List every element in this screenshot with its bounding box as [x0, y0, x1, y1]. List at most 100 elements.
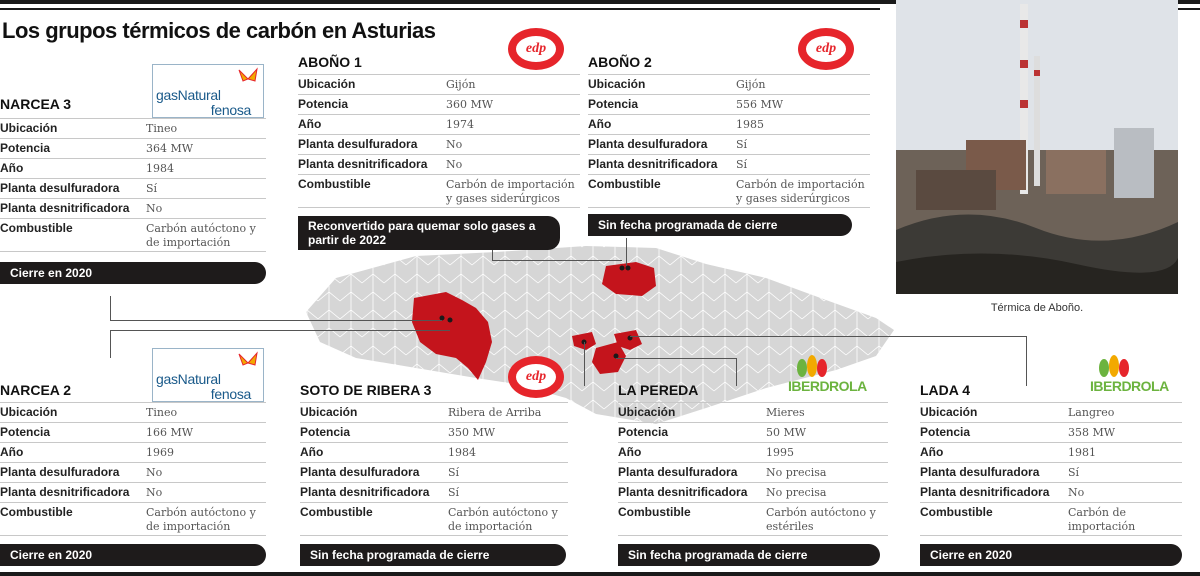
row-value: 1984 — [146, 162, 174, 175]
iberdrola-logo: IBERDROLA — [788, 354, 884, 394]
row-value: Carbón autóctono y estériles — [766, 506, 876, 533]
row-value: Carbón de importación y gases siderúrgic… — [736, 178, 865, 205]
row-value: 556 MW — [736, 98, 784, 111]
connector-pereda-v — [736, 358, 737, 386]
table-row: Planta desulfuradora No precisa — [618, 463, 888, 483]
row-label: Planta desnitrificadora — [298, 157, 428, 171]
row-label: Potencia — [298, 97, 349, 111]
row-label: Ubicación — [0, 405, 58, 419]
row-label: Potencia — [618, 425, 669, 439]
row-value: Sí — [448, 486, 460, 499]
table-row: Planta desulfuradora Sí — [300, 463, 568, 483]
table-row: Combustible Carbón de importación — [920, 503, 1182, 536]
status-bar: Sin fecha programada de cierre — [588, 214, 852, 236]
row-label: Potencia — [0, 425, 51, 439]
bottom-rule — [0, 572, 1200, 576]
connector-abono1 — [492, 248, 493, 260]
row-label: Año — [298, 117, 322, 131]
plant-table: Ubicación Tineo Potencia 364 MW Año 1984 Pl… — [0, 118, 266, 252]
row-value: Carbón autóctono y de importación — [146, 222, 256, 249]
table-row: Planta desulfuradora No — [0, 463, 266, 483]
plant-table: Ubicación Langreo Potencia 358 MW Año 1981 … — [920, 402, 1182, 536]
plant-card-pereda: IBERDROLA LA PEREDA Ubicación Mieres Pote… — [618, 354, 888, 570]
connector-pereda — [616, 358, 736, 359]
row-value: 358 MW — [1068, 426, 1116, 439]
edp-logo: edp — [508, 356, 564, 398]
connector-abono2 — [626, 238, 627, 266]
plant-table: Ubicación Mieres Potencia 50 MW Año 1995 Pl… — [618, 402, 888, 536]
table-row: Ubicación Langreo — [920, 402, 1182, 423]
table-row: Planta desnitrificadora Sí — [300, 483, 568, 503]
row-value: No — [446, 158, 463, 171]
table-row: Planta desnitrificadora Sí — [588, 155, 870, 175]
row-label: Planta desulfuradora — [618, 465, 738, 479]
row-value: 1974 — [446, 118, 474, 131]
row-value: 166 MW — [146, 426, 194, 439]
top-rule — [0, 0, 1200, 4]
photo-caption: Térmica de Aboño. — [990, 302, 1084, 314]
table-row: Planta desulfuradora No — [298, 135, 580, 155]
plant-name: LADA 4 — [920, 382, 971, 398]
row-label: Año — [0, 161, 24, 175]
row-label: Planta desulfuradora — [300, 465, 420, 479]
table-row: Planta desnitrificadora No — [0, 199, 266, 219]
thermal-plant-image — [896, 0, 1178, 294]
row-value: 1995 — [766, 446, 794, 459]
table-row: Combustible Carbón autóctono y de importa… — [300, 503, 568, 536]
table-row: Ubicación Mieres — [618, 402, 888, 423]
table-row: Potencia 360 MW — [298, 95, 580, 115]
status-bar: Sin fecha programada de cierre — [300, 544, 566, 566]
row-label: Potencia — [0, 141, 51, 155]
table-row: Potencia 350 MW — [300, 423, 568, 443]
table-row: Planta desnitrificadora No precisa — [618, 483, 888, 503]
langreo-area — [614, 330, 642, 350]
plant-table: Ubicación Tineo Potencia 166 MW Año 1969 Pl… — [0, 402, 266, 536]
row-label: Combustible — [0, 221, 73, 235]
row-label: Ubicación — [588, 77, 646, 91]
row-value: Carbón de importación y gases siderúrgic… — [446, 178, 575, 205]
status-bar: Sin fecha programada de cierre — [618, 544, 880, 566]
status-bar: Reconvertido para quemar solo gases a pa… — [298, 216, 560, 250]
table-row: Año 1985 — [588, 115, 870, 135]
table-row: Año 1984 — [300, 443, 568, 463]
table-row: Planta desnitrificadora No — [298, 155, 580, 175]
plant-name: NARCEA 3 — [0, 96, 72, 112]
row-value: 364 MW — [146, 142, 194, 155]
row-value: Sí — [736, 158, 748, 171]
row-label: Planta desnitrificadora — [588, 157, 718, 171]
table-row: Potencia 166 MW — [0, 423, 266, 443]
plant-name: SOTO DE RIBERA 3 — [300, 382, 432, 398]
row-value: Sí — [448, 466, 460, 479]
iberdrola-logo: IBERDROLA — [1090, 354, 1186, 394]
table-row: Ubicación Tineo — [0, 118, 266, 139]
table-row: Planta desulfuradora Sí — [0, 179, 266, 199]
row-value: Mieres — [766, 406, 805, 419]
row-label: Combustible — [920, 505, 993, 519]
connector-abono1-h — [492, 260, 622, 261]
asturias-map — [306, 246, 894, 424]
row-value: No — [1068, 486, 1085, 499]
iberdrola-text: IBERDROLA — [1090, 378, 1169, 394]
plant-card-soto3: edp SOTO DE RIBERA 3 Ubicación Ribera de … — [300, 352, 568, 570]
connector-soto — [584, 342, 585, 386]
fenosa-text: fenosa — [210, 386, 252, 402]
table-row: Combustible Carbón autóctono y de importa… — [0, 503, 266, 536]
table-row: Combustible Carbón autóctono y estériles — [618, 503, 888, 536]
row-value: 1984 — [448, 446, 476, 459]
row-label: Combustible — [0, 505, 73, 519]
edp-logo: edp — [798, 28, 854, 70]
table-row: Ubicación Tineo — [0, 402, 266, 423]
row-label: Año — [300, 445, 324, 459]
row-value: Gijón — [446, 78, 476, 91]
table-row: Potencia 364 MW — [0, 139, 266, 159]
plant-card-abono1: edp ABOÑO 1 Ubicación Gijón Potencia 360 M… — [298, 24, 580, 250]
row-label: Planta desulfuradora — [0, 181, 120, 195]
marker-narcea3 — [439, 315, 445, 321]
leaf-icon — [797, 355, 827, 377]
row-label: Planta desulfuradora — [0, 465, 120, 479]
row-label: Planta desnitrificadora — [0, 201, 130, 215]
row-label: Potencia — [920, 425, 971, 439]
row-label: Año — [588, 117, 612, 131]
row-label: Planta desnitrificadora — [300, 485, 430, 499]
plant-table: Ubicación Gijón Potencia 556 MW Año 1985 Pl… — [588, 74, 870, 208]
